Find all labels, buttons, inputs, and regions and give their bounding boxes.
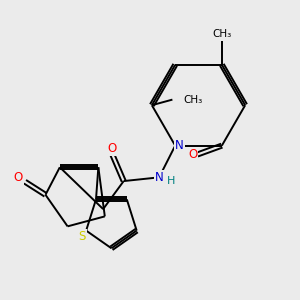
Text: O: O [14, 172, 23, 184]
Text: S: S [79, 230, 86, 243]
Text: O: O [108, 142, 117, 155]
Text: N: N [155, 171, 164, 184]
Text: H: H [167, 176, 175, 186]
Text: CH₃: CH₃ [184, 94, 203, 105]
Text: N: N [175, 139, 184, 152]
Text: CH₃: CH₃ [212, 29, 232, 39]
Text: O: O [188, 148, 197, 161]
